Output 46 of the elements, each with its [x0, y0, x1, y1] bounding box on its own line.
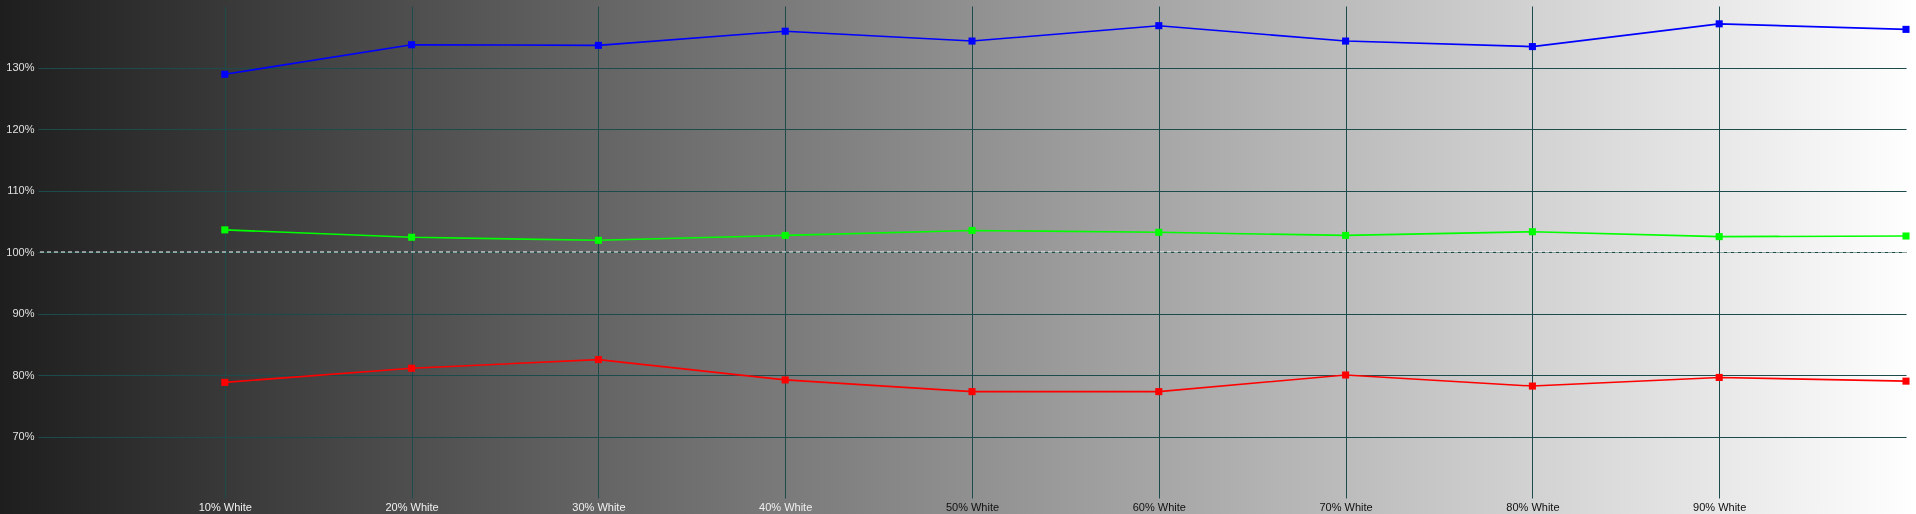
point — [408, 233, 416, 241]
point — [1342, 371, 1350, 379]
point — [221, 70, 229, 78]
y-tick-label: 110% — [7, 184, 35, 196]
y-tick-label: 80% — [12, 368, 35, 381]
point — [408, 364, 416, 372]
point — [1715, 233, 1723, 241]
point — [781, 27, 789, 35]
x-tick-label: 30% White — [572, 500, 626, 513]
x-tick-label: 90% White — [1693, 500, 1747, 513]
point — [968, 388, 976, 396]
point — [1715, 373, 1723, 381]
point — [1155, 388, 1163, 396]
y-tick-label: 70% — [12, 430, 35, 442]
point — [1342, 231, 1350, 239]
x-tick-label: 70% White — [1319, 500, 1373, 513]
point — [221, 226, 229, 234]
y-tick-label: 120% — [6, 122, 35, 135]
point — [1715, 20, 1723, 28]
point — [408, 41, 416, 49]
y-tick-label: 130% — [6, 61, 35, 73]
point — [594, 236, 602, 244]
x-tick-label: 50% White — [945, 500, 1000, 513]
point — [594, 41, 602, 49]
point — [968, 226, 976, 235]
x-tick-label: 40% White — [759, 500, 813, 513]
point — [594, 356, 602, 364]
point — [1528, 43, 1536, 51]
point — [1155, 228, 1163, 236]
point — [1902, 232, 1910, 240]
point — [1342, 37, 1350, 45]
x-tick-label: 20% White — [385, 500, 439, 513]
x-tick-label: 60% White — [1132, 500, 1186, 513]
point — [1528, 228, 1536, 236]
y-tick-label: 100% — [6, 245, 35, 258]
point — [1902, 25, 1910, 33]
point — [1528, 382, 1536, 390]
y-tick-label: 90% — [12, 307, 35, 319]
point — [781, 231, 789, 239]
point — [221, 378, 229, 386]
x-tick-label: 80% White — [1506, 500, 1560, 513]
point — [1155, 22, 1163, 30]
point — [1902, 377, 1910, 385]
point — [968, 37, 976, 45]
point — [781, 376, 789, 384]
x-tick-label: 10% White — [198, 500, 252, 513]
